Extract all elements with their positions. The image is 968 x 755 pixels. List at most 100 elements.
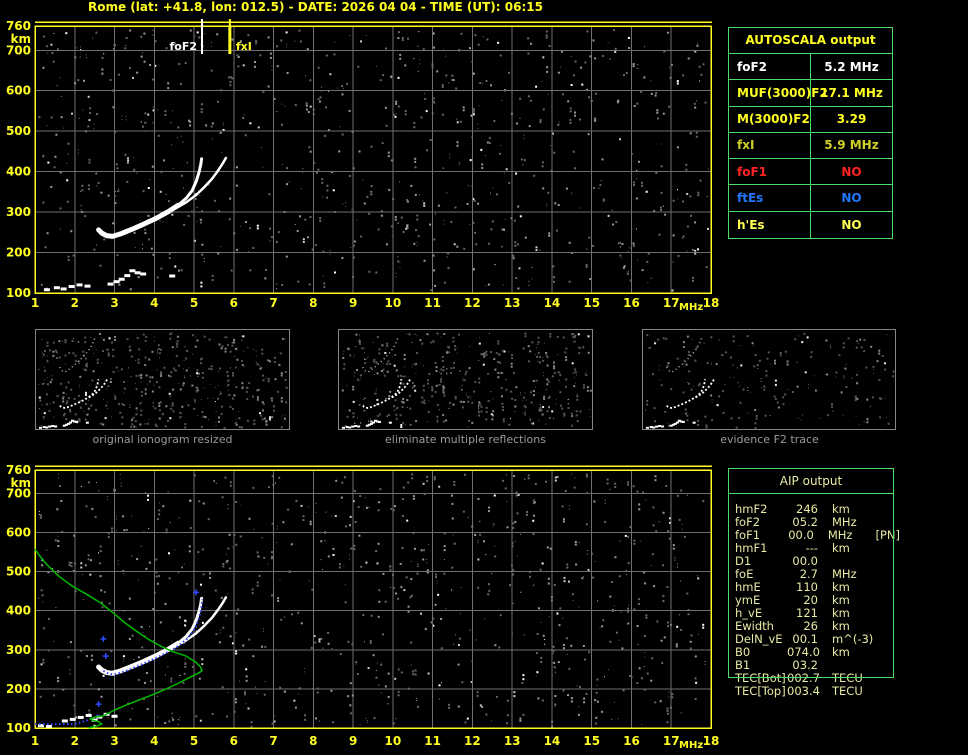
svg-text:2: 2	[71, 296, 79, 310]
aip-val: 20	[803, 593, 818, 607]
svg-text:6: 6	[230, 296, 238, 310]
aip-lab: hmE	[735, 580, 761, 594]
aip-row-h-ve: h_vE 121 km	[728, 607, 900, 620]
svg-text:15: 15	[583, 734, 600, 748]
svg-text:MHz: MHz	[679, 302, 703, 313]
aip-unit: km	[832, 541, 850, 555]
series-electron-density-profile	[34, 548, 203, 729]
aip-lab: foF1	[735, 528, 761, 542]
autoscala-row-fxi: fxI 5.9 MHz	[729, 132, 892, 160]
autoscala-table-title: AUTOSCALA output	[729, 28, 892, 54]
svg-text:18: 18	[703, 734, 720, 748]
aip-val: 05.2	[792, 515, 818, 529]
svg-text:700: 700	[6, 43, 31, 57]
svg-text:6: 6	[230, 734, 238, 748]
aip-unit: TECU	[832, 684, 863, 698]
svg-text:9: 9	[349, 296, 357, 310]
series-restored-f-trace	[102, 598, 204, 676]
svg-text:12: 12	[464, 734, 481, 748]
aip-val: 074.0	[787, 645, 820, 659]
series-f2-x-trace	[174, 156, 228, 210]
aip-output-rows: hmF2 246 km foF2 05.2 MHz foF1 00.0 MHz [PN] hmF1 -…	[728, 503, 900, 698]
aip-unit: km	[832, 502, 850, 516]
aip-val: 121	[796, 606, 818, 620]
svg-text:700: 700	[6, 486, 31, 500]
aip-lab: h_vE	[735, 606, 763, 620]
parameter-value: NO	[841, 191, 862, 206]
parameter-label: M(3000)F2	[729, 106, 811, 132]
aip-val: 002.7	[787, 671, 820, 685]
parameter-label: foF2	[729, 54, 811, 80]
aip-unit: m^(-3)	[832, 632, 874, 646]
aip-lab: DelN_vE	[735, 632, 783, 646]
svg-text:3: 3	[110, 296, 118, 310]
autoscala-output-table: AUTOSCALA output foF2 5.2 MHz MUF(3000)F2 1…	[728, 27, 893, 239]
parameter-label: fxI	[729, 132, 811, 159]
panel-caption-eliminate: eliminate multiple reflections	[385, 433, 546, 446]
aip-row-b1: B1 03.2	[728, 659, 900, 672]
svg-text:8: 8	[309, 296, 317, 310]
parameter-value: 3.29	[836, 112, 867, 127]
svg-text:km: km	[11, 476, 31, 490]
aip-unit: km	[832, 606, 850, 620]
svg-text:10: 10	[385, 734, 402, 748]
svg-text:600: 600	[6, 526, 31, 540]
panel-caption-evidence: evidence F2 trace	[720, 433, 819, 446]
svg-text:400: 400	[6, 165, 31, 179]
panel-eliminate-reflections	[338, 329, 593, 430]
aip-val: 110	[796, 580, 818, 594]
aip-row-d1: D1 00.0	[728, 555, 900, 568]
svg-text:3: 3	[110, 734, 118, 748]
aip-val: 03.2	[792, 658, 818, 672]
svg-text:foF2: foF2	[169, 40, 197, 53]
parameter-value: NO	[841, 217, 862, 232]
svg-text:400: 400	[6, 604, 31, 618]
aip-lab: Ewidth	[735, 619, 774, 633]
svg-text:200: 200	[6, 682, 31, 696]
panel-evidence-f2-trace	[642, 329, 896, 430]
svg-text:1: 1	[31, 296, 39, 310]
aip-lab: foF2	[735, 515, 761, 529]
aip-val: 00.0	[792, 554, 818, 568]
svg-text:14: 14	[544, 734, 561, 748]
aip-lab: hmF1	[735, 541, 768, 555]
aip-val: 00.1	[792, 632, 818, 646]
parameter-label: MUF(3000)F2	[729, 80, 828, 106]
svg-text:300: 300	[6, 643, 31, 657]
autoscala-row-h-es: h'Es NO	[729, 211, 892, 238]
series-f2-o-trace	[96, 157, 204, 239]
svg-text:12: 12	[464, 296, 481, 310]
aip-val: 00.0	[788, 528, 814, 542]
aip-lab: foE	[735, 567, 754, 581]
parameter-label: ftEs	[729, 185, 811, 211]
svg-text:fxI: fxI	[236, 40, 252, 53]
panel-original-ionogram	[35, 329, 290, 430]
svg-text:10: 10	[385, 296, 402, 310]
autoscala-row-fof1: foF1 NO	[729, 159, 892, 186]
aip-lab: B1	[735, 658, 751, 672]
autoscala-table-rows: foF2 5.2 MHz MUF(3000)F2 17.1 MHz M(3000)F2 3…	[729, 54, 892, 238]
svg-text:18: 18	[703, 296, 720, 310]
panel-caption-original: original ionogram resized	[92, 433, 233, 446]
svg-text:200: 200	[6, 246, 31, 260]
svg-text:km: km	[11, 32, 31, 46]
aip-val: 2.7	[799, 567, 818, 581]
svg-text:11: 11	[424, 734, 441, 748]
parameter-label: foF1	[729, 159, 811, 185]
aip-lab: D1	[735, 554, 752, 568]
svg-text:17: 17	[663, 296, 680, 310]
parameter-label: h'Es	[729, 211, 811, 238]
aip-lab: ymE	[735, 593, 761, 607]
aip-row-tec-top: TEC[Top] 003.4 TECU	[728, 685, 900, 698]
svg-text:16: 16	[623, 734, 640, 748]
series-restored-points	[95, 589, 200, 708]
autoscala-row-muf-3000-f2: MUF(3000)F2 17.1 MHz	[729, 80, 892, 107]
svg-text:11: 11	[424, 296, 441, 310]
svg-text:9: 9	[349, 734, 357, 748]
svg-text:13: 13	[504, 734, 521, 748]
aip-lab: B0	[735, 645, 751, 659]
aip-row-hme: hmE 110 km	[728, 581, 900, 594]
